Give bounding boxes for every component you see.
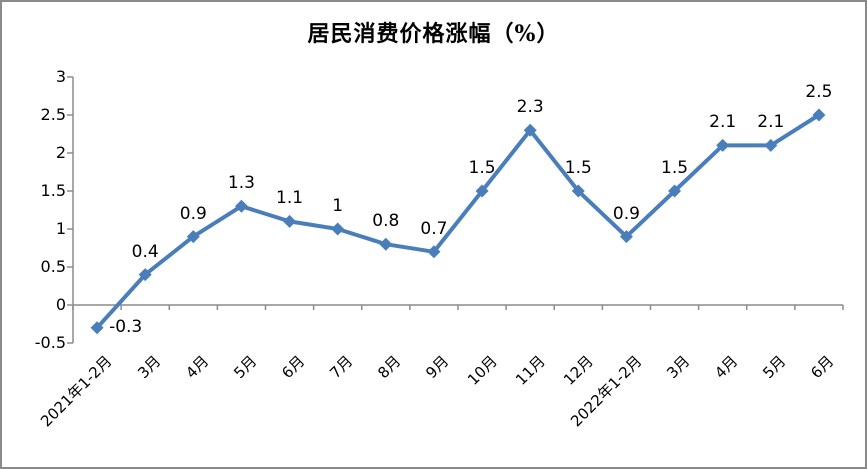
data-point-label: 1.5: [661, 158, 689, 178]
y-axis-label: -0.5: [34, 333, 66, 352]
y-axis-label: 2: [55, 143, 66, 162]
data-point-marker: [331, 222, 345, 236]
data-point-label: 1.3: [227, 173, 255, 194]
y-axis-label: 1.5: [40, 181, 66, 200]
data-point-label: 1.5: [468, 158, 496, 178]
chart-title: 居民消费价格涨幅（%）: [307, 21, 560, 47]
y-axis-label: 3: [55, 67, 66, 86]
data-point-marker: [283, 214, 297, 228]
y-axis-label: 2.5: [40, 105, 66, 124]
data-point-label: 2.1: [757, 112, 785, 133]
data-point-marker: [475, 184, 489, 198]
data-point-marker: [427, 245, 441, 259]
data-point-marker: [186, 230, 200, 244]
y-axis-label: 0: [55, 295, 66, 314]
data-point-label: 2.1: [709, 112, 737, 133]
data-point-label: 0.8: [372, 211, 400, 232]
data-point-label: 0.9: [612, 203, 640, 224]
data-point-marker: [234, 199, 248, 213]
data-point-label: 1.1: [276, 188, 304, 209]
data-point-marker: [812, 108, 826, 122]
series-line: [95, 113, 821, 330]
data-point-label: 1: [332, 196, 344, 216]
data-point-marker: [379, 237, 393, 251]
data-point-marker: [138, 268, 152, 282]
data-point-label: 0.7: [420, 218, 448, 239]
data-point-label: -0.3: [109, 316, 143, 337]
data-point-marker: [619, 230, 633, 244]
y-axis-label: 0.5: [40, 257, 66, 276]
data-point-label: 2.5: [805, 82, 833, 102]
data-point-marker: [571, 184, 585, 198]
data-point-marker: [668, 184, 682, 198]
data-point-marker: [90, 321, 104, 335]
y-axis-label: 1: [55, 219, 66, 238]
data-point-marker: [716, 138, 730, 152]
data-point-label: 1.5: [564, 158, 592, 178]
data-point-marker: [764, 138, 778, 152]
data-point-label: 0.9: [179, 203, 207, 224]
data-point-marker: [523, 123, 537, 137]
data-point-label: 0.4: [131, 241, 159, 262]
data-point-label: 2.3: [516, 97, 544, 118]
